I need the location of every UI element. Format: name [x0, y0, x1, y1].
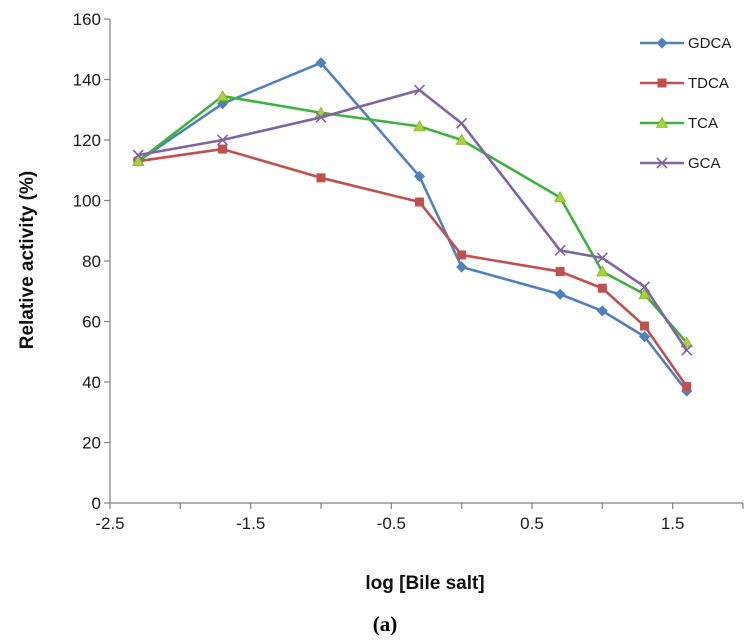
- data-point-gdca: [216, 98, 229, 110]
- data-point-gca: [456, 117, 468, 129]
- legend-label-tca: TCA: [688, 115, 718, 132]
- data-point-tdca: [457, 250, 467, 260]
- marker-stroke: [216, 134, 229, 146]
- marker-stroke: [554, 244, 566, 256]
- data-point-tca: [455, 133, 468, 145]
- y-tick-label: 140: [73, 71, 101, 90]
- y-tick-label: 0: [92, 494, 101, 513]
- y-tick-label: 120: [73, 131, 101, 150]
- series-line-tca: [137, 94, 688, 344]
- x-tick-label: -1.5: [236, 514, 265, 533]
- legend-marker: [656, 157, 668, 169]
- legend-item-gdca: GDCA: [640, 35, 731, 52]
- marker-stroke: [413, 84, 426, 96]
- data-point-gca: [638, 281, 651, 293]
- figure-caption: (a): [373, 612, 398, 636]
- legend-label-tdca: TDCA: [688, 75, 729, 92]
- x-tick-label: 1.5: [661, 514, 685, 533]
- data-point-tca: [216, 89, 229, 101]
- y-tick-label: 100: [73, 192, 101, 211]
- data-point-tca: [413, 120, 426, 132]
- data-point-gca: [413, 84, 426, 96]
- marker-stroke: [132, 149, 144, 161]
- x-axis-title: log [Bile salt]: [365, 573, 484, 594]
- marker-stroke: [596, 252, 608, 264]
- y-tick-label: 40: [82, 373, 101, 392]
- axes: 0 20 40 60 80 100 120 140 160 -2.5 -1.5 -0.5 0.5 1.5: [73, 10, 744, 533]
- data-point-tca: [553, 191, 567, 203]
- x-tick-label: -2.5: [95, 514, 124, 533]
- y-tick-label: 160: [73, 10, 101, 29]
- data-point-gdca: [554, 288, 566, 300]
- legend-item-gca: GCA: [640, 155, 721, 172]
- series-line-gdca: [137, 61, 688, 392]
- legend-item-tdca: TDCA: [640, 75, 729, 92]
- data-point-tdca: [414, 197, 424, 207]
- x-tick-label: -0.5: [377, 514, 406, 533]
- data-point-tdca: [316, 173, 326, 183]
- data-point-gdca: [638, 331, 651, 343]
- series-gdca: [132, 57, 693, 397]
- data-point-tdca: [640, 321, 650, 331]
- legend-marker: [656, 37, 668, 49]
- legend: GDCA TDCA TCA GCA: [640, 35, 731, 172]
- data-point-gdca: [456, 261, 468, 273]
- series-gca: [132, 84, 693, 356]
- data-point-tdca: [218, 144, 228, 154]
- data-point-gdca: [315, 57, 327, 69]
- data-point-tca: [131, 154, 145, 166]
- data-point-gca: [216, 134, 229, 146]
- data-point-gdca: [596, 305, 608, 317]
- y-tick-label: 20: [82, 434, 101, 453]
- x-tick-label: 0.5: [520, 514, 544, 533]
- legend-label-gdca: GDCA: [688, 35, 731, 52]
- marker-stroke: [681, 344, 693, 356]
- marker-stroke: [638, 281, 651, 293]
- data-point-gca: [315, 111, 327, 123]
- series-tca: [131, 89, 693, 348]
- y-tick-label: 60: [82, 313, 101, 332]
- data-point-tdca: [682, 382, 692, 392]
- data-point-tca: [638, 287, 651, 300]
- legend-marker: [657, 78, 667, 88]
- y-axis-title: Relative activity (%): [17, 171, 38, 349]
- data-point-tca: [596, 265, 609, 277]
- marker-stroke: [456, 117, 468, 129]
- data-point-gca: [596, 252, 608, 264]
- series-line-tdca: [137, 147, 688, 388]
- data-point-tdca: [597, 283, 607, 293]
- marker-stroke: [656, 157, 668, 169]
- marker-stroke: [315, 111, 327, 123]
- series-tdca: [133, 144, 692, 392]
- data-point-tdca: [555, 267, 565, 277]
- series-layer: [131, 57, 693, 397]
- legend-label-gca: GCA: [688, 155, 721, 172]
- data-point-gdca: [413, 170, 426, 182]
- data-point-gca: [681, 344, 693, 356]
- y-tick-label: 80: [82, 252, 101, 271]
- legend-item-tca: TCA: [640, 115, 718, 132]
- data-point-gca: [554, 244, 566, 256]
- data-point-gca: [132, 149, 144, 161]
- legend-marker: [655, 116, 669, 128]
